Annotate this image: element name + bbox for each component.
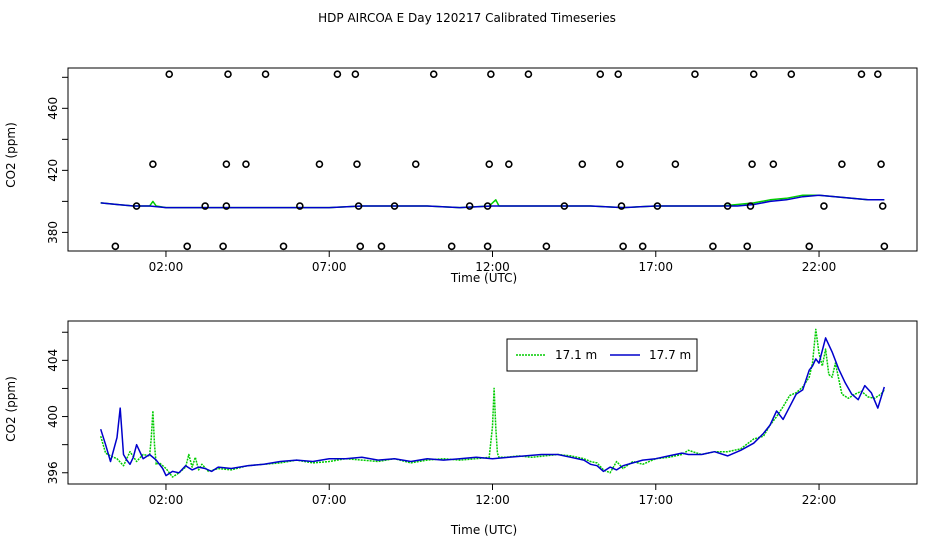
calibration-point: [183, 242, 191, 251]
y-tick-label: 400: [46, 405, 60, 428]
calibration-point: [356, 242, 365, 251]
calibration-point: [560, 202, 569, 210]
calibration-point: [222, 202, 231, 210]
calibration-point: [279, 242, 288, 251]
calibration-point: [351, 70, 360, 79]
x-tick-label: 17:00: [638, 260, 673, 274]
calibration-point: [149, 160, 157, 168]
y-tick-label: 380: [46, 221, 60, 244]
calibration-point: [671, 160, 680, 168]
x-tick-label: 02:00: [149, 493, 184, 507]
calibration-point: [617, 202, 626, 210]
calibration-point: [743, 242, 752, 251]
calibration-point: [805, 242, 814, 251]
calibration-point: [578, 160, 587, 168]
series-line-17-7-m: [100, 194, 885, 209]
calibration-point: [616, 160, 624, 168]
calibration-point: [769, 160, 778, 168]
calibration-point: [709, 242, 717, 251]
calibration-point: [838, 160, 846, 168]
x-tick-label: 02:00: [149, 260, 184, 274]
calibration-point: [542, 242, 551, 251]
x-tick-label: 22:00: [802, 493, 837, 507]
calibration-point: [219, 242, 227, 251]
calibration-point: [333, 70, 342, 79]
x-tick-label: 12:00: [475, 260, 510, 274]
calibration-point: [353, 160, 361, 168]
calibration-point: [354, 202, 363, 210]
calibration-point: [315, 160, 324, 168]
calibration-point: [874, 70, 882, 79]
calibration-point: [411, 160, 420, 168]
calibration-point: [465, 202, 474, 210]
bottom-y-axis: 396 400 404: [46, 331, 68, 484]
top-x-axis-label: Time (UTC): [450, 271, 517, 285]
calibration-point: [390, 202, 399, 210]
calibration-point: [261, 70, 270, 79]
bottom-x-axis: 02:00 07:00 12:00 17:00 22:00: [149, 484, 837, 507]
calibration-point: [746, 202, 755, 210]
calibration-point: [596, 70, 605, 79]
calibration-point: [201, 202, 209, 210]
calibration-point: [524, 70, 533, 79]
calibration-point: [691, 70, 699, 79]
calibration-point: [857, 70, 866, 79]
top-panel: 380 420 460 02:00 07:00 12:00 17:00 22:00 Time…: [4, 67, 918, 285]
calibration-point: [483, 202, 492, 210]
calibration-point: [878, 202, 887, 210]
series-line-17-7-m: [99, 337, 886, 477]
calibration-point: [222, 160, 231, 168]
calibration-point: [638, 242, 647, 251]
top-series-lines: [100, 194, 885, 209]
legend-label-17-1m: 17.1 m: [555, 348, 597, 362]
calibration-point: [614, 70, 623, 79]
calibration-point: [877, 160, 885, 168]
y-tick-label: 460: [46, 97, 60, 120]
x-tick-label: 17:00: [638, 493, 673, 507]
series-line-17-1-m: [99, 328, 885, 478]
calibration-point: [242, 160, 250, 168]
bottom-x-axis-label: Time (UTC): [450, 523, 517, 537]
x-tick-label: 12:00: [475, 493, 510, 507]
top-y-axis-label: CO2 (ppm): [4, 122, 18, 188]
calibration-point: [880, 242, 889, 251]
y-tick-label: 420: [46, 159, 60, 182]
calibration-point: [483, 242, 492, 251]
top-calibration-points: [111, 70, 889, 251]
calibration-point: [619, 242, 627, 251]
x-tick-label: 07:00: [312, 260, 347, 274]
legend-label-17-7m: 17.7 m: [649, 348, 691, 362]
top-y-axis: 380 420 460: [46, 76, 68, 244]
chart-title: HDP AIRCOA E Day 120217 Calibrated Times…: [318, 11, 616, 25]
top-plot-frame: [67, 67, 918, 252]
calibration-point: [296, 202, 304, 210]
calibration-point: [749, 70, 758, 79]
bottom-panel: 396 400 404 02:00 07:00 12:00 17:00 22:00 Time…: [4, 320, 918, 537]
calibration-point: [224, 70, 232, 79]
calibration-point: [165, 70, 174, 79]
bottom-y-axis-label: CO2 (ppm): [4, 376, 18, 442]
y-tick-label: 404: [46, 349, 60, 372]
calibration-point: [723, 202, 732, 210]
calibration-point: [485, 160, 494, 168]
legend: 17.1 m 17.7 m: [506, 338, 698, 372]
calibration-point: [377, 242, 386, 251]
x-tick-label: 07:00: [312, 493, 347, 507]
calibration-point: [787, 70, 796, 79]
calibration-point: [820, 202, 828, 210]
calibration-point: [447, 242, 456, 251]
calibration-point: [487, 70, 495, 79]
calibration-point: [132, 202, 141, 210]
top-x-axis: 02:00 07:00 12:00 17:00 22:00: [149, 251, 837, 274]
bottom-series-lines: [99, 328, 886, 478]
calibration-point: [505, 160, 513, 168]
y-tick-label: 396: [46, 461, 60, 484]
calibration-point: [653, 202, 662, 210]
x-tick-label: 22:00: [802, 260, 837, 274]
calibration-point: [429, 70, 438, 79]
calibration-point: [748, 160, 756, 168]
calibration-point: [111, 242, 120, 251]
